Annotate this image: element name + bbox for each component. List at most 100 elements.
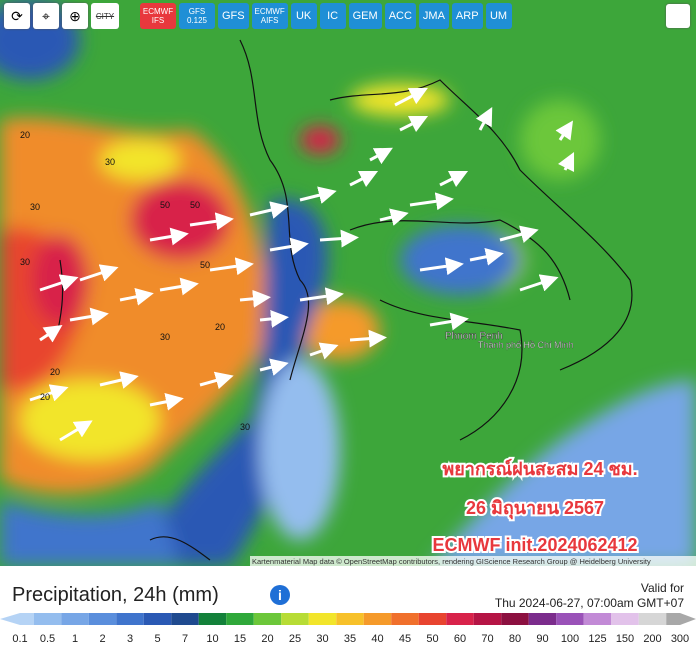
contour-label: 50 — [160, 200, 170, 210]
wind-arrow — [119, 287, 154, 306]
wind-arrow — [149, 392, 184, 411]
attribution-bg — [250, 556, 696, 566]
wind-arrow — [369, 147, 393, 165]
location-button[interactable]: ⌖ — [33, 3, 59, 29]
wind-arrow — [79, 264, 119, 282]
scale-label: 0.5 — [40, 633, 55, 645]
wind-arrow — [499, 225, 539, 244]
wind-arrow — [299, 287, 344, 306]
contour-label: 30 — [160, 332, 170, 342]
scale-swatch — [88, 613, 117, 625]
scale-swatch — [556, 613, 584, 625]
wind-arrow — [394, 87, 428, 107]
wind-arrow — [149, 227, 189, 246]
place-label: Phnom Penh — [445, 331, 503, 342]
overlay-text: พยากรณ์ฝนสะสม 24 ชม. — [442, 458, 637, 479]
scale-swatch — [583, 613, 612, 625]
scale-swatch — [33, 613, 62, 625]
scale-label: 150 — [616, 633, 634, 645]
scale-label: 40 — [371, 633, 383, 645]
scale-end — [680, 613, 696, 625]
overlay-text: ECMWF init.2024062412 — [432, 535, 637, 555]
scale-label: 45 — [399, 633, 411, 645]
scale-label: 80 — [509, 633, 521, 645]
wind-arrow — [159, 277, 199, 296]
contour-label: 30 — [30, 202, 40, 212]
contour-label: 20 — [20, 130, 30, 140]
scale-swatch — [336, 613, 364, 625]
wind-arrow — [409, 192, 454, 211]
scale-swatch — [501, 613, 529, 625]
scale-swatch — [528, 613, 557, 625]
model-button[interactable]: GFS — [218, 3, 249, 29]
wind-arrow — [419, 257, 464, 276]
contour-label: 30 — [105, 157, 115, 167]
scale-label: 70 — [481, 633, 493, 645]
scale-swatch — [418, 613, 447, 625]
model-button[interactable]: ECMWF AIFS — [251, 3, 288, 29]
wind-arrow — [259, 309, 289, 328]
scale-label: 0.1 — [12, 633, 27, 645]
contour-label: 50 — [190, 200, 200, 210]
wind-arrow — [29, 384, 69, 402]
wind-arrow — [259, 358, 289, 376]
scale-swatch — [638, 613, 667, 625]
wind-arrow — [189, 212, 234, 231]
scale-swatch — [61, 613, 89, 625]
model-button[interactable]: JMA — [418, 3, 449, 29]
scale-swatch — [226, 613, 254, 625]
scale-label: 1 — [72, 633, 78, 645]
scale-swatch — [171, 613, 199, 625]
wind-arrow — [319, 229, 359, 248]
info-button[interactable]: i — [270, 585, 290, 605]
wind-arrows — [29, 87, 575, 442]
model-button[interactable]: GEM — [348, 3, 382, 29]
model-button[interactable]: UK — [290, 3, 317, 29]
scale-label: 25 — [289, 633, 301, 645]
scale-label: 125 — [588, 633, 606, 645]
model-button[interactable]: IC — [319, 3, 346, 29]
model-button[interactable]: ECMWF IFS — [140, 3, 176, 29]
wind-arrow — [239, 289, 271, 308]
wind-arrow — [299, 186, 337, 204]
scale-label: 300 — [671, 633, 689, 645]
wind-arrow — [439, 170, 469, 188]
valid-time: Thu 2024-06-27, 07:00am GMT+07 — [494, 596, 684, 610]
model-button[interactable]: UM — [485, 3, 512, 29]
scale-swatch — [116, 613, 144, 625]
zoom-button[interactable]: ⊕ — [62, 3, 88, 29]
scale-swatch — [391, 613, 419, 625]
scale-label: 10 — [206, 633, 218, 645]
scale-label: 100 — [561, 633, 579, 645]
wind-arrow — [557, 151, 575, 173]
overlay-text: 26 มิถุนายน 2567 — [466, 498, 604, 520]
refresh-button[interactable]: ⟳ — [4, 3, 30, 29]
wind-arrow — [59, 420, 93, 442]
contour-label: 50 — [200, 260, 210, 270]
toolbar: ⟳ ⌖ ⊕ CITY ECMWF IFS GFS 0.125 GFS ECMWF AIF… — [4, 3, 512, 29]
wind-arrow — [555, 120, 573, 141]
wind-arrow — [429, 312, 469, 331]
model-button[interactable]: CITY — [91, 3, 119, 29]
share-button[interactable] — [666, 4, 690, 28]
scale-label: 60 — [454, 633, 466, 645]
place-label: Thành phố Hồ Chí Minh — [478, 340, 574, 350]
contour-label: 20 — [50, 367, 60, 377]
scale-label: 3 — [127, 633, 133, 645]
wind-arrow — [39, 325, 63, 343]
scale-label: 20 — [261, 633, 273, 645]
contour-label: 20 — [40, 392, 50, 402]
model-button[interactable]: ARP — [451, 3, 483, 29]
scale-label: 200 — [643, 633, 661, 645]
scale-swatch — [611, 613, 639, 625]
scale-swatch — [363, 613, 392, 625]
scale-swatch — [666, 613, 680, 625]
wind-arrow — [269, 237, 309, 256]
wind-arrow — [379, 208, 409, 226]
wind-arrow — [469, 247, 504, 266]
contour-label: 30 — [240, 422, 250, 432]
model-button[interactable]: ACC — [384, 3, 416, 29]
scale-label: 7 — [182, 633, 188, 645]
model-button[interactable]: GFS 0.125 — [179, 3, 215, 29]
wind-arrow — [199, 371, 234, 390]
